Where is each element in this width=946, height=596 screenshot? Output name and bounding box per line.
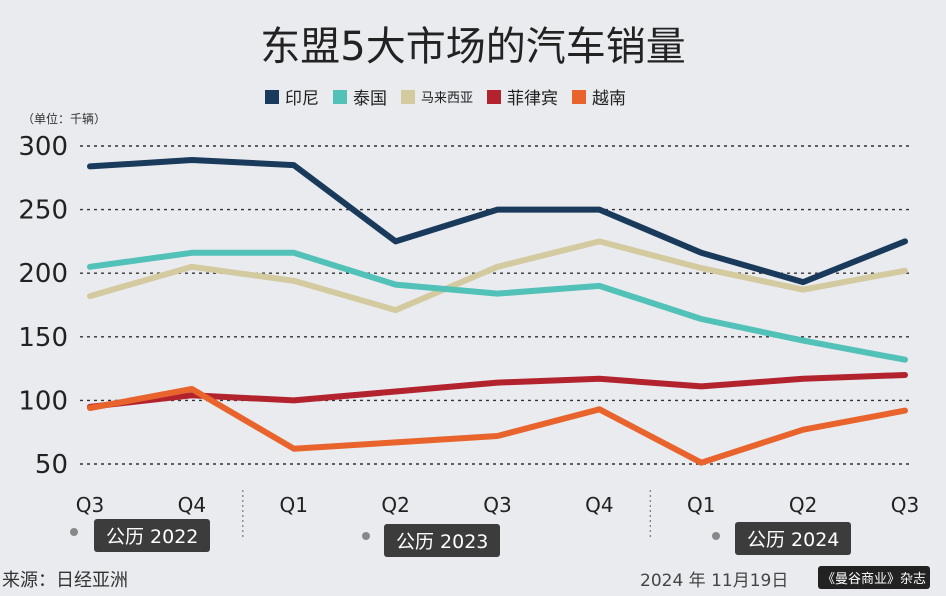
year-dot-2022: [70, 528, 78, 536]
y-tick-label-300: 300: [18, 132, 68, 162]
year-dot-2024: [712, 532, 720, 540]
legend-swatch-vietnam: [572, 89, 587, 104]
x-tick-label-8: Q3: [891, 493, 919, 517]
legend-label-vietnam: 越南: [592, 89, 627, 109]
x-tick-label-4: Q3: [483, 493, 511, 517]
legend-item-vietnam: 越南: [572, 84, 626, 109]
legend-swatch-indonesia: [265, 89, 279, 104]
legend-label-philippines: 菲律宾: [507, 89, 559, 109]
year-dot-2023: [362, 532, 370, 540]
legend-item-indonesia: 印尼: [265, 84, 319, 109]
legend-label-thailand: 泰国: [353, 89, 387, 109]
legend-swatch-thailand: [333, 89, 347, 104]
legend-label-indonesia: 印尼: [285, 89, 319, 109]
year-badge-2022: 公历 2022: [94, 519, 211, 552]
source-note: 来源：日经亚洲: [2, 570, 128, 591]
y-tick-label-250: 250: [18, 196, 68, 226]
chart-title: 东盟5大市场的汽车销量: [260, 24, 686, 70]
y-tick-label-150: 150: [18, 323, 68, 353]
y-tick-label-100: 100: [18, 386, 68, 416]
y-tick-label-200: 200: [18, 259, 68, 289]
unit-label: （单位：千辆）: [22, 112, 107, 126]
chart-legend: 印尼 泰国 马来西亚 菲律宾 越南: [265, 84, 626, 109]
legend-swatch-malaysia: [401, 89, 415, 104]
x-tick-label-7: Q2: [789, 493, 817, 517]
series-line-3: [87, 372, 908, 410]
series-line-4: [87, 386, 908, 466]
publish-date: 2024 年 11月19日: [640, 571, 789, 591]
legend-label-malaysia: 马来西亚: [421, 91, 474, 106]
series-line-0: [87, 157, 908, 286]
legend-swatch-philippines: [487, 89, 502, 104]
legend-item-philippines: 菲律宾: [487, 84, 558, 109]
legend-item-thailand: 泰国: [333, 84, 387, 109]
x-tick-label-1: Q4: [178, 493, 206, 517]
year-badge-2023: 公历 2023: [384, 524, 501, 557]
series-line-2: [87, 238, 908, 314]
x-tick-label-2: Q1: [280, 493, 308, 517]
x-tick-label-6: Q1: [687, 493, 715, 517]
legend-item-malaysia: 马来西亚: [401, 87, 473, 106]
year-badge-2024: 公历 2024: [735, 522, 852, 555]
x-tick-label-5: Q4: [585, 493, 613, 517]
x-tick-label-3: Q2: [381, 493, 409, 517]
x-tick-label-0: Q3: [76, 493, 104, 517]
publisher-credit: 《曼谷商业》杂志: [818, 566, 931, 589]
series-line-1: [87, 249, 908, 363]
y-tick-label-50: 50: [35, 450, 68, 480]
